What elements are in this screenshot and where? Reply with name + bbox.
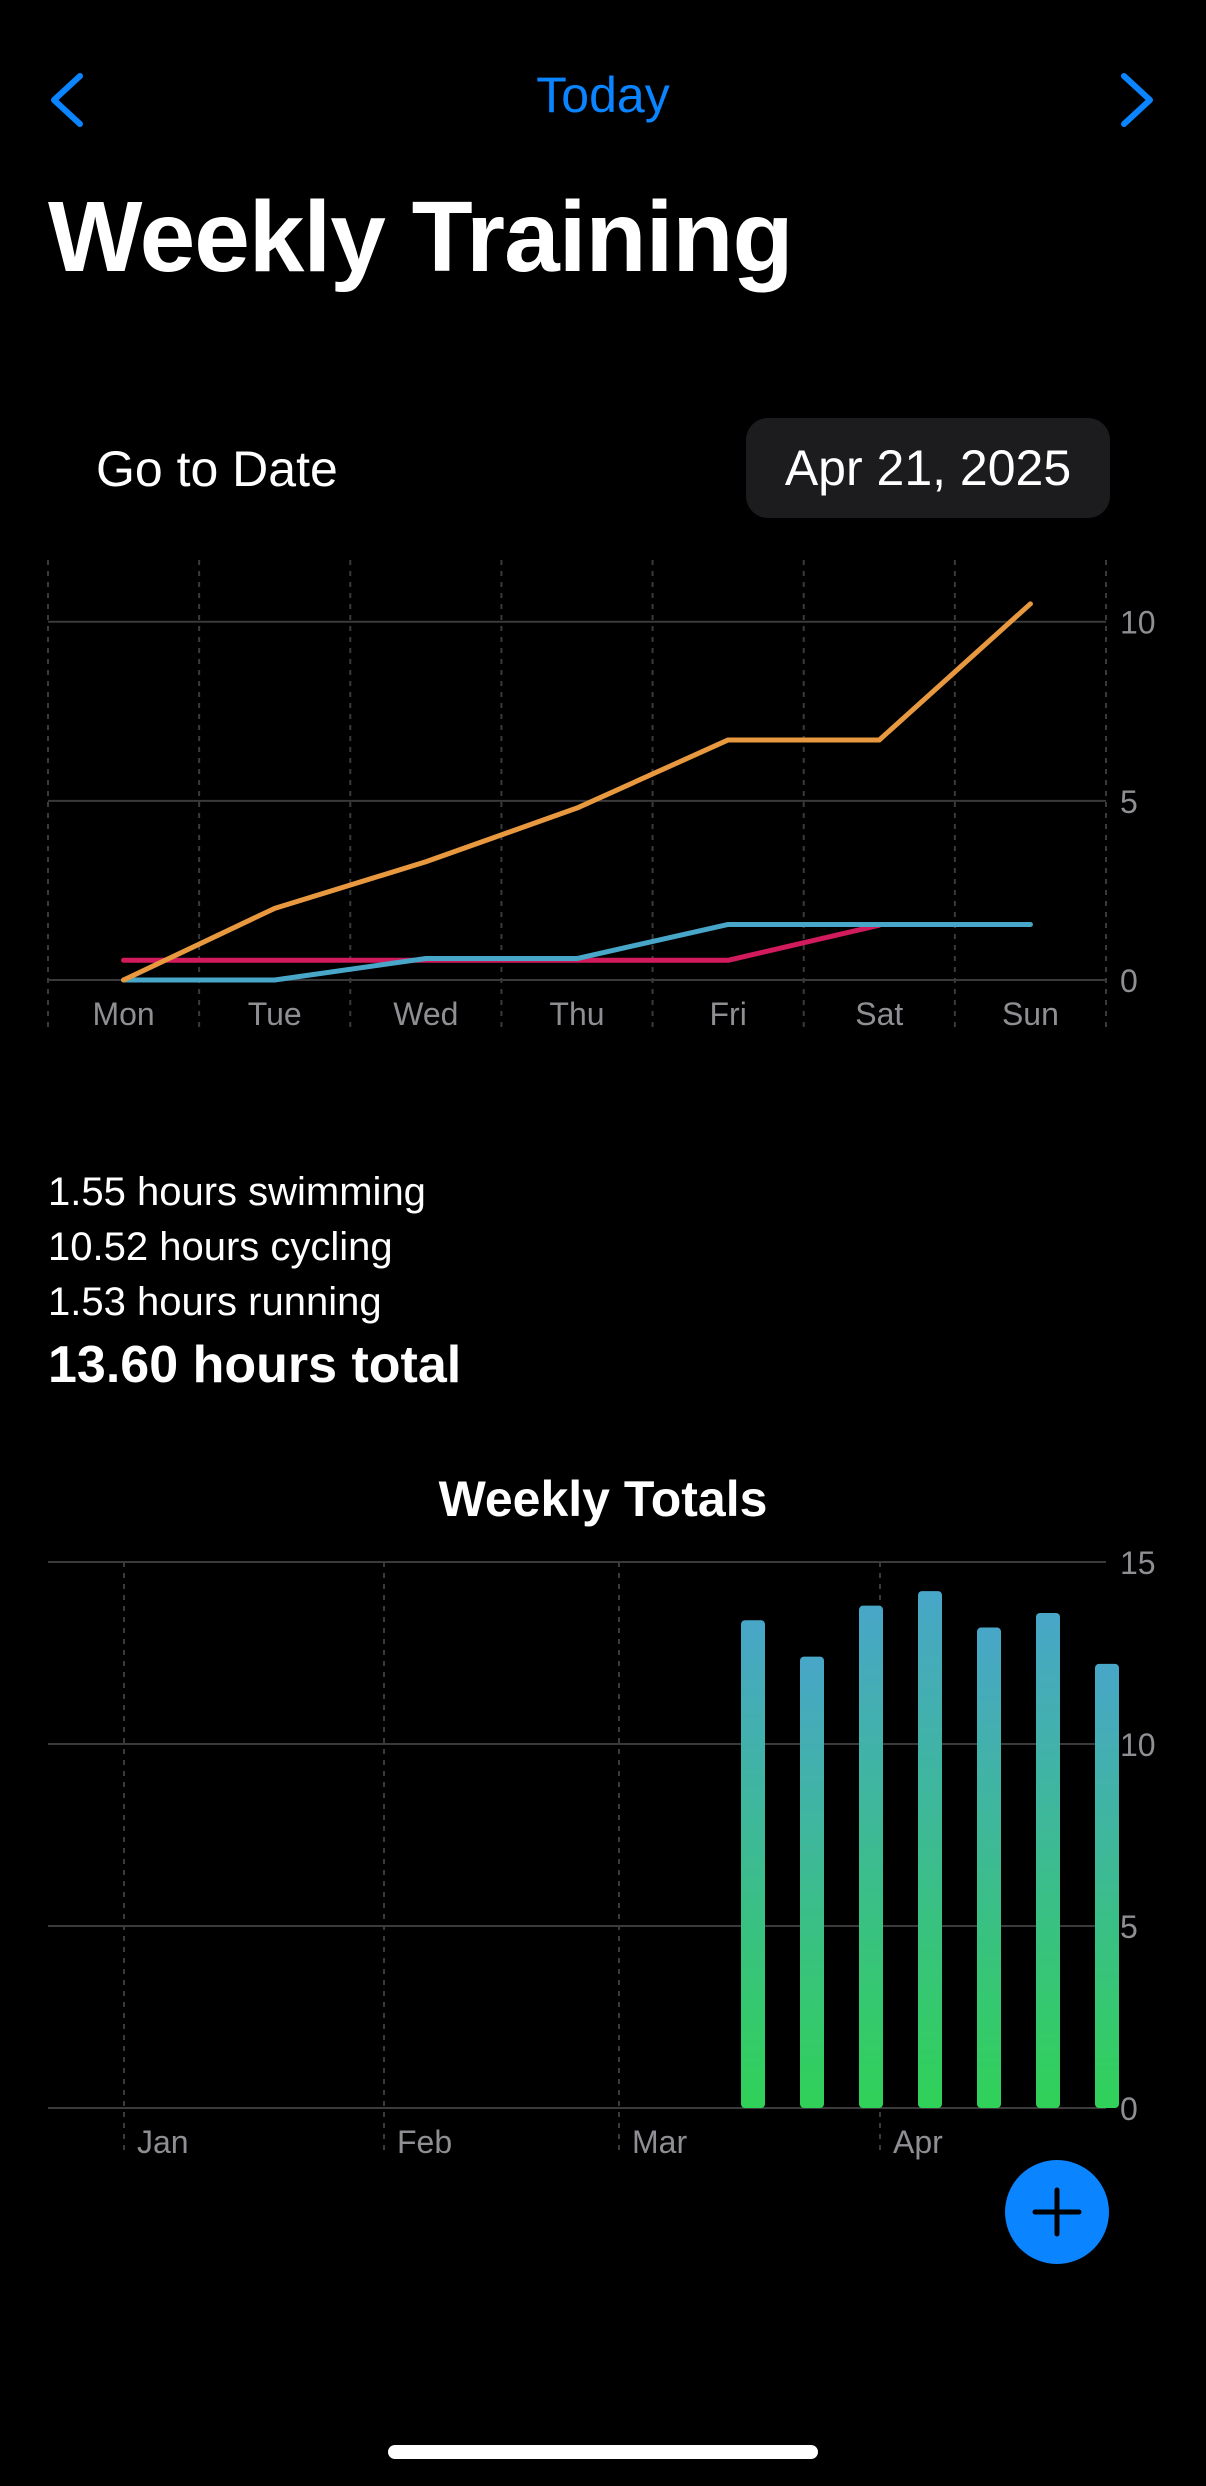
go-to-date-label: Go to Date bbox=[96, 441, 338, 497]
x-tick-label: Mar bbox=[632, 2124, 687, 2160]
total-hours: 13.60 hours total bbox=[48, 1336, 462, 1394]
series-line bbox=[121, 921, 1033, 983]
page-title: Weekly Training bbox=[48, 181, 794, 293]
weekly-total-bar bbox=[741, 1620, 765, 2108]
y-tick-label: 0 bbox=[1120, 963, 1138, 999]
forward-button[interactable] bbox=[1108, 60, 1168, 140]
weekly-total-bar bbox=[1036, 1612, 1060, 2108]
x-tick-label: Fri bbox=[709, 996, 746, 1032]
chevron-left-icon bbox=[51, 73, 83, 127]
x-tick-label: Thu bbox=[549, 996, 604, 1032]
y-tick-label: 10 bbox=[1120, 605, 1156, 641]
back-button[interactable] bbox=[40, 60, 100, 140]
weekly-total-bar bbox=[800, 1656, 824, 2108]
today-button[interactable]: Today bbox=[536, 67, 670, 123]
y-tick-label: 0 bbox=[1120, 2091, 1138, 2127]
y-tick-label: 10 bbox=[1120, 1727, 1156, 1763]
chevron-right-icon bbox=[1121, 73, 1153, 127]
x-tick-label: Tue bbox=[248, 996, 302, 1032]
y-tick-label: 5 bbox=[1120, 1909, 1138, 1945]
swimming-hours: 1.55 hours swimming bbox=[48, 1170, 426, 1214]
weekly-total-bar bbox=[977, 1627, 1001, 2108]
weekly-totals-title: Weekly Totals bbox=[438, 1471, 768, 1527]
x-tick-label: Mon bbox=[92, 996, 154, 1032]
date-picker[interactable]: Apr 21, 2025 bbox=[746, 418, 1110, 518]
weekly-total-bar bbox=[918, 1591, 942, 2108]
plus-icon bbox=[1032, 2187, 1082, 2237]
add-button[interactable] bbox=[1005, 2160, 1109, 2264]
y-tick-label: 15 bbox=[1120, 1545, 1156, 1581]
x-tick-label: Sun bbox=[1002, 996, 1059, 1032]
series-line bbox=[121, 601, 1033, 983]
running-hours: 1.53 hours running bbox=[48, 1280, 382, 1324]
weekly-total-bar bbox=[859, 1605, 883, 2108]
y-tick-label: 5 bbox=[1120, 784, 1138, 820]
x-tick-label: Jan bbox=[137, 2124, 189, 2160]
x-tick-label: Apr bbox=[893, 2124, 943, 2160]
cycling-hours: 10.52 hours cycling bbox=[48, 1225, 393, 1269]
series-line bbox=[121, 922, 882, 963]
weekly-total-bar bbox=[1095, 1663, 1119, 2108]
x-tick-label: Sat bbox=[855, 996, 903, 1032]
daily-training-line-chart: 0 5 10 Mon Tue Wed Thu Fri Sat Sun bbox=[47, 560, 1156, 1032]
weekly-totals-bar-chart: Jan Feb Mar Apr 0 5 10 15 bbox=[48, 1545, 1156, 2160]
home-indicator[interactable] bbox=[388, 2445, 818, 2459]
x-tick-label: Wed bbox=[393, 996, 458, 1032]
x-tick-label: Feb bbox=[397, 2124, 452, 2160]
